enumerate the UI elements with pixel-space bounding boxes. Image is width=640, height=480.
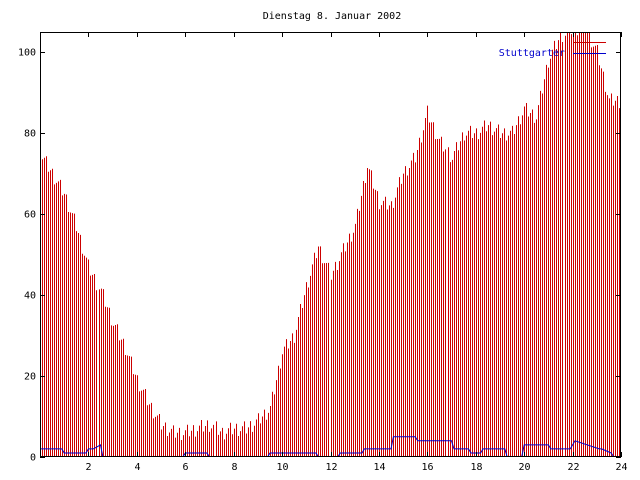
y-tick-label: 20 [24,372,36,383]
x-tick-label: 22 [567,462,579,473]
legend-label: Stuttgarter [499,48,565,59]
chart-marks [40,32,620,457]
x-tick-label: 18 [470,462,482,473]
x-tick-label: 4 [134,462,140,473]
y-tick-label: 100 [18,48,36,59]
plot-frame [40,32,621,457]
x-tick-label: 12 [325,462,337,473]
x-tick-label: 8 [231,462,237,473]
chart-legend: Stuttgarter [499,42,606,59]
chart-title: Dienstag 8. Januar 2002 [263,11,401,22]
y-tick-label: 0 [30,453,36,464]
x-tick-label: 14 [373,462,385,473]
x-tick-label: 2 [85,462,91,473]
y-tick-label: 80 [24,129,36,140]
y-tick-label: 40 [24,291,36,302]
x-tick-label: 16 [421,462,433,473]
x-tick-label: 20 [518,462,530,473]
x-tick-label: 6 [182,462,188,473]
x-tick-label: 24 [615,462,627,473]
y-tick-label: 60 [24,210,36,221]
series-line-stuttgarter [40,436,615,457]
x-tick-label: 10 [276,462,288,473]
